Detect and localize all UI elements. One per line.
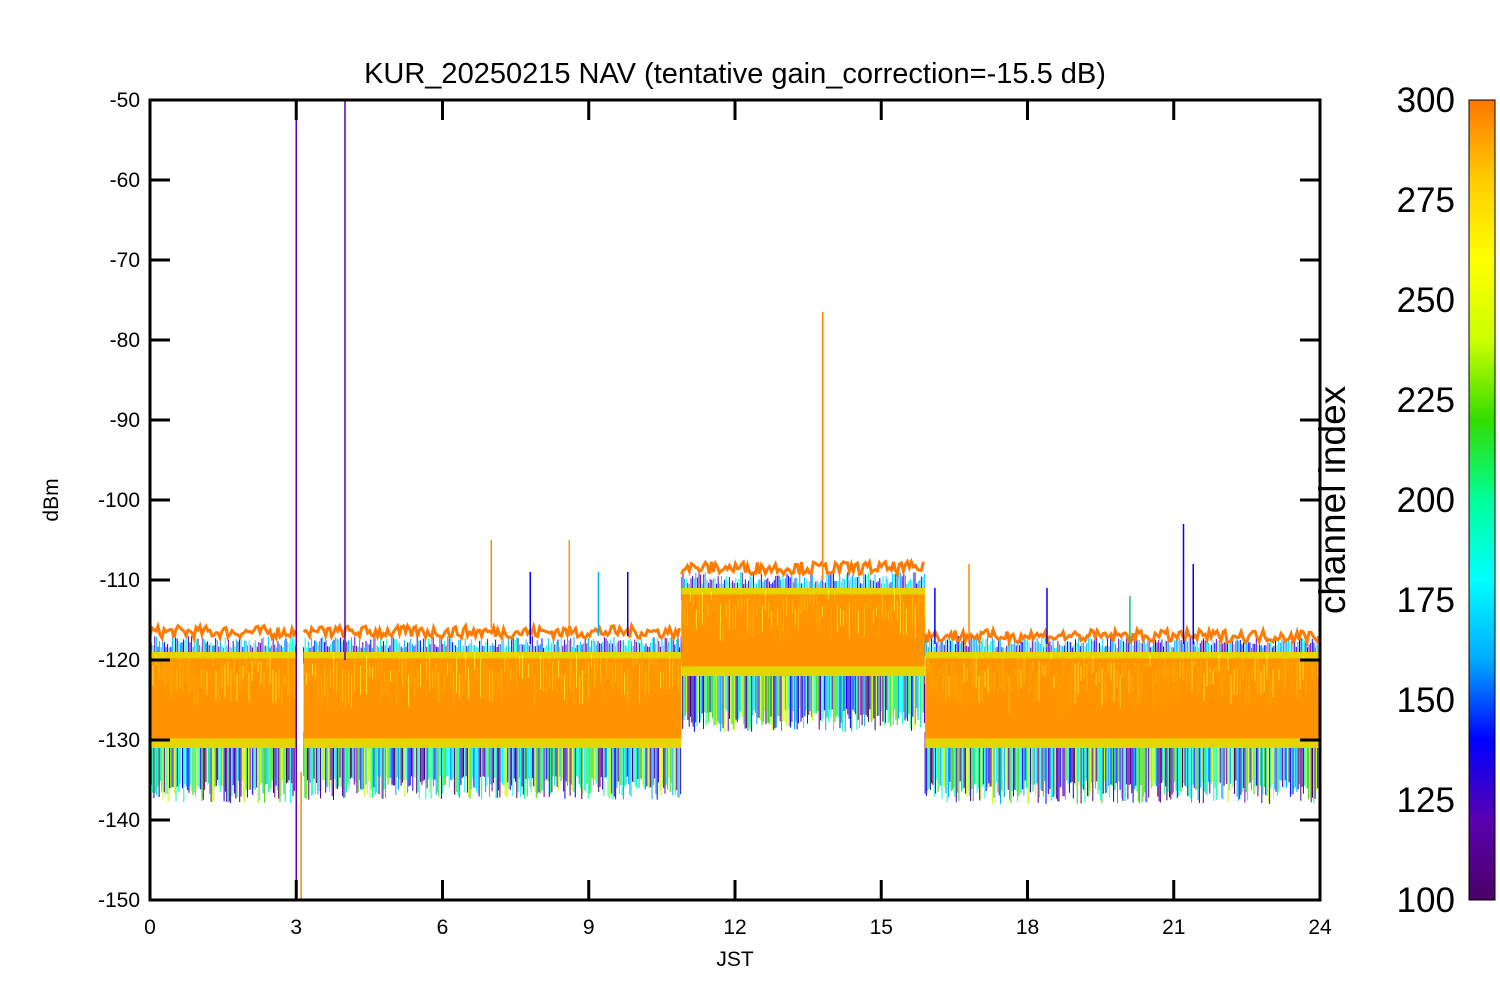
x-tick-label: 21 xyxy=(1162,916,1185,939)
y-tick-label: -150 xyxy=(98,889,140,912)
x-tick-label: 12 xyxy=(723,916,746,939)
x-tick-label: 0 xyxy=(144,916,156,939)
y-tick-label: -70 xyxy=(110,249,140,272)
colorbar-tick-label: 200 xyxy=(1397,481,1455,520)
colorbar-gradient xyxy=(1468,99,1496,901)
series-core xyxy=(150,658,297,739)
x-tick-label: 24 xyxy=(1308,916,1332,939)
colorbar-tick-label: 175 xyxy=(1397,581,1455,620)
colorbar-tick-label: 250 xyxy=(1397,281,1455,320)
chart-title: KUR_20250215 NAV (tentative gain_correct… xyxy=(364,58,1106,90)
series-segment-0 xyxy=(150,621,298,804)
series-segment-1 xyxy=(302,620,682,800)
x-tick-label: 9 xyxy=(583,916,595,939)
colorbar-tick-label: 100 xyxy=(1397,881,1455,920)
series-top-envelope xyxy=(923,623,1320,648)
series-top-envelope xyxy=(680,557,925,580)
colorbar-tick-label: 225 xyxy=(1397,381,1455,420)
series-top-envelope xyxy=(302,620,682,644)
series-segment-2 xyxy=(680,557,926,732)
colorbar-tick-label: 150 xyxy=(1397,681,1455,720)
series-top-envelope xyxy=(150,621,298,644)
y-tick-label: -140 xyxy=(98,809,140,832)
y-tick-label: -110 xyxy=(100,569,140,592)
x-tick-label: 15 xyxy=(870,916,893,939)
y-tick-label: -80 xyxy=(110,329,140,352)
colorbar: 300 275 250 225 200 175 150 125 100 xyxy=(1397,81,1496,920)
plot-area xyxy=(150,100,1320,900)
y-axis: -50 -60 -70 -80 -90 -100 -110 -120 -130 -140 -150 xyxy=(98,89,1320,912)
x-tick-label: 6 xyxy=(437,916,449,939)
y-tick-label: -120 xyxy=(98,649,140,672)
colorbar-tick-label: 125 xyxy=(1397,781,1455,820)
x-axis-label: JST xyxy=(716,948,754,971)
series-core xyxy=(925,658,1320,739)
y-tick-label: -90 xyxy=(110,409,140,432)
y-tick-label: -130 xyxy=(98,729,140,752)
y-tick-label: -100 xyxy=(98,489,140,512)
y-tick-label: -60 xyxy=(110,169,140,192)
colorbar-label: channel index xyxy=(1312,385,1353,614)
y-axis-label: dBm xyxy=(40,478,63,521)
y-tick-label: -50 xyxy=(110,89,140,112)
x-tick-label: 3 xyxy=(290,916,302,939)
colorbar-tick-label: 275 xyxy=(1397,181,1455,220)
x-axis: 0 3 6 9 12 15 18 21 24 xyxy=(144,100,1332,939)
series-segment-3 xyxy=(923,623,1320,804)
series-core xyxy=(681,594,926,667)
colorbar-tick-label: 300 xyxy=(1397,81,1455,120)
x-tick-label: 18 xyxy=(1016,916,1039,939)
